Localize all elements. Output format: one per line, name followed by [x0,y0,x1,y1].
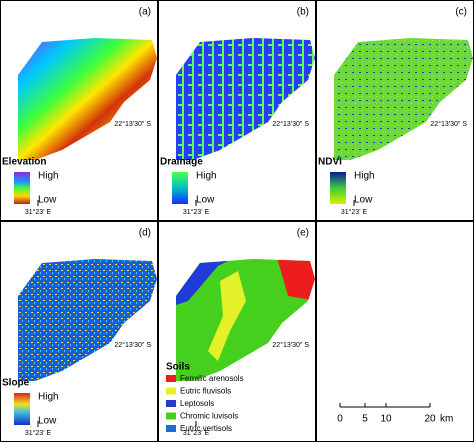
legend-swatch [166,387,176,395]
legend-low: Low [38,195,57,206]
legend-high: High [196,171,217,182]
longitude-label: 31°23' E [25,208,52,216]
panel-label: (e) [297,228,309,239]
panel: (b) 22°13'30" S 31°23' E Drainage High Low [158,0,316,221]
legend-title: Soils [166,362,190,373]
panel-label: (b) [297,7,309,18]
legend-high: High [38,392,59,403]
legend-item: Eutric vertisols [180,424,232,433]
panel: (d) 22°13'30" S 31°23' E Slope High Low [0,221,158,442]
panel-label: (a) [139,7,151,18]
scale-unit: km [440,414,453,425]
longitude-label: 31°23' E [341,208,368,216]
panel-frame [0,221,158,442]
legend-low: Low [354,195,373,206]
panel: (c) 22°13'30" S 31°23' E NDVI High Low [316,0,474,221]
legend-item: Eutric fluvisols [180,387,231,396]
colorbar [330,172,346,204]
legend-item: Chromic luvisols [180,412,238,421]
soil-region [268,259,315,301]
legend-title: NDVI [318,157,342,168]
legend-item: Leptosols [180,399,214,408]
legend-high: High [354,171,375,182]
longitude-label: 31°23' E [183,208,210,216]
scale-label: 20 [424,414,436,425]
legend-swatch [166,400,176,407]
colorbar [14,393,30,425]
scale-label: 0 [337,414,343,425]
map-area [334,38,473,160]
scale-label: 10 [380,414,392,425]
colorbar [14,172,30,204]
latitude-label: 22°13'30" S [114,341,151,349]
longitude-label: 31°23' E [25,429,52,437]
legend-title: Slope [2,378,30,389]
panel-frame [158,221,316,442]
map-area [176,38,315,160]
legend-high: High [38,171,59,182]
latitude-label: 22°13'30" S [272,120,309,128]
latitude-label: 22°13'30" S [114,120,151,128]
map-area [18,38,157,160]
legend-swatch [166,412,176,420]
latitude-label: 22°13'30" S [272,341,309,349]
legend-swatch [166,425,176,432]
soil-region [218,259,268,266]
map-area [18,259,157,381]
panel-label: (c) [455,7,467,18]
colorbar [172,172,188,204]
latitude-label: 22°13'30" S [430,120,467,128]
legend-title: Elevation [2,157,46,168]
panel-label: (d) [139,228,151,239]
panel [316,221,474,442]
longitude-label: 31°23' E [183,429,210,437]
legend-low: Low [196,195,215,206]
panel: (e) 22°13'30" S 31°23' E [158,221,316,442]
legend-item: Ferralic arenosols [180,374,244,383]
legend-title: Drainage [160,157,203,168]
soil-region [208,271,246,361]
scale-label: 5 [362,414,368,425]
legend-low: Low [38,416,57,427]
panel-frame [158,0,316,221]
panel-frame [316,221,474,442]
scale-bar: 0 5 10 20 km [337,403,453,425]
legend-swatch [166,375,176,382]
panel-frame [0,0,158,221]
panel: (a) 22°13'30" S 31°23' E Elevation High Low [0,0,158,221]
